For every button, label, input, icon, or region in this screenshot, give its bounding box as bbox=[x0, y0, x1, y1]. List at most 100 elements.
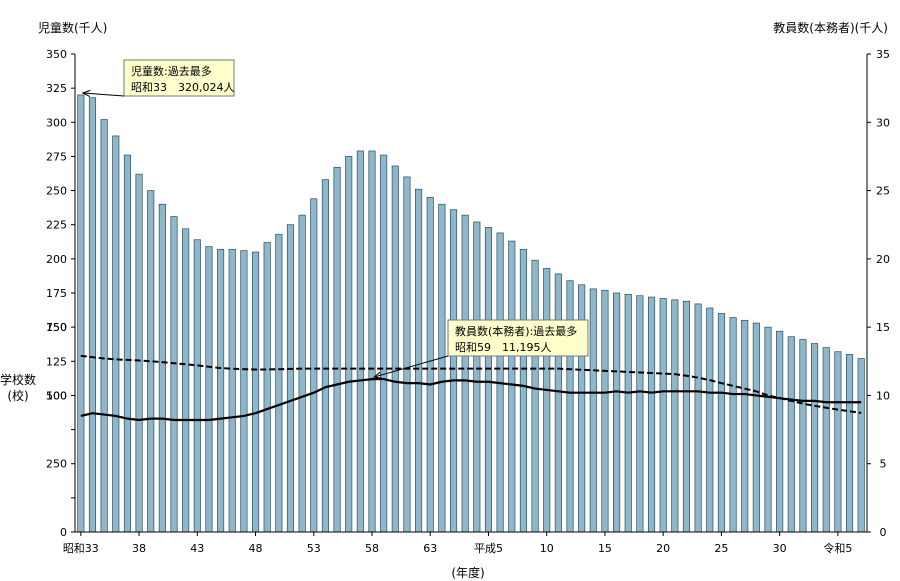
callout-pointer bbox=[373, 355, 449, 378]
bar-children bbox=[77, 94, 85, 533]
bar-children bbox=[706, 307, 714, 533]
bar-children bbox=[182, 228, 190, 533]
bar-children bbox=[857, 358, 865, 533]
bar-children bbox=[776, 330, 784, 533]
right-tick-label: 25 bbox=[876, 185, 890, 198]
bar-children bbox=[764, 326, 772, 533]
x-tick-label: 15 bbox=[598, 542, 612, 555]
bar-children bbox=[286, 224, 295, 533]
bar-children bbox=[694, 303, 702, 533]
left-tick-label: 325 bbox=[46, 82, 67, 95]
callout-line: 昭和59 11,195人 bbox=[455, 341, 552, 354]
bar-children bbox=[356, 150, 364, 533]
bar-children bbox=[752, 322, 760, 533]
bar-children bbox=[333, 167, 341, 533]
x-tick-label: 令和5 bbox=[823, 541, 852, 555]
x-tick-label: 20 bbox=[656, 542, 670, 555]
bar-children bbox=[461, 214, 469, 533]
callout-line: 昭和33 320,024人 bbox=[131, 81, 235, 94]
bar-children bbox=[589, 288, 597, 533]
callout-line: 児童数:過去最多 bbox=[131, 64, 212, 78]
bar-children bbox=[484, 227, 493, 533]
line-teachers bbox=[80, 377, 862, 422]
schools-axis-title: 学校数 bbox=[0, 372, 36, 387]
x-tick-label: 58 bbox=[365, 542, 379, 555]
callout-line: 教員数(本務者):過去最多 bbox=[455, 324, 577, 338]
bar-children bbox=[822, 347, 830, 533]
x-tick-label: 63 bbox=[423, 542, 437, 555]
schools-tick-label: 500 bbox=[46, 389, 67, 402]
right-tick-label: 15 bbox=[876, 321, 890, 334]
bar-children bbox=[601, 289, 609, 533]
bar-children bbox=[415, 188, 423, 533]
bar-children bbox=[566, 280, 574, 533]
left-tick-label: 175 bbox=[46, 287, 67, 300]
bar-children bbox=[205, 246, 213, 533]
bar-children bbox=[636, 295, 644, 533]
callout-arrowhead bbox=[372, 371, 382, 379]
bar-children bbox=[88, 97, 97, 533]
right-tick-label: 30 bbox=[876, 116, 890, 129]
x-tick-label: 53 bbox=[307, 542, 321, 555]
axes-group: 3503253002752502252001751501251007505002… bbox=[0, 20, 890, 580]
bar-children bbox=[717, 313, 725, 533]
bar-children bbox=[275, 233, 283, 533]
bar-children bbox=[531, 259, 539, 533]
right-tick-label: 5 bbox=[880, 458, 887, 471]
left-tick-label: 200 bbox=[46, 253, 67, 266]
bar-children bbox=[217, 248, 225, 533]
bar-children bbox=[682, 300, 691, 533]
bar-children bbox=[659, 298, 667, 533]
bar-children bbox=[543, 268, 551, 533]
bar-children bbox=[811, 343, 819, 533]
bar-children bbox=[647, 296, 656, 533]
right-tick-label: 0 bbox=[880, 526, 887, 539]
bar-children bbox=[193, 239, 201, 533]
bar-children bbox=[170, 216, 178, 533]
schools-tick-label: 250 bbox=[46, 458, 67, 471]
right-tick-label: 10 bbox=[876, 389, 890, 402]
bar-children bbox=[671, 299, 679, 533]
bar-children bbox=[135, 173, 143, 533]
bar-children bbox=[845, 354, 854, 533]
left-axis-title: 児童数(千人) bbox=[38, 20, 107, 35]
x-tick-label: 43 bbox=[190, 542, 204, 555]
bar-children bbox=[310, 198, 318, 533]
callout-pointer bbox=[82, 92, 125, 97]
callout-arrowhead bbox=[81, 89, 91, 98]
bar-children bbox=[741, 319, 749, 533]
bar-children bbox=[426, 197, 434, 533]
bar-children bbox=[799, 339, 807, 533]
bars-group bbox=[77, 94, 865, 533]
left-tick-label: 300 bbox=[46, 116, 67, 129]
left-tick-label: 225 bbox=[46, 219, 67, 232]
x-tick-label: 10 bbox=[540, 542, 554, 555]
bar-children bbox=[624, 294, 632, 533]
bar-children bbox=[263, 242, 271, 533]
bar-children bbox=[554, 273, 562, 533]
bar-children bbox=[321, 179, 329, 533]
x-axis-title: (年度) bbox=[451, 565, 484, 580]
bar-children bbox=[787, 336, 795, 533]
bar-children bbox=[729, 317, 737, 533]
bar-children bbox=[228, 248, 236, 533]
left-tick-label: 350 bbox=[46, 48, 67, 61]
bar-children bbox=[298, 214, 306, 533]
bar-children bbox=[100, 119, 108, 533]
bar-children bbox=[251, 251, 260, 533]
bar-children bbox=[112, 135, 120, 533]
callout-box bbox=[447, 319, 589, 357]
right-axis-title: 教員数(本務者)(千人) bbox=[773, 20, 888, 35]
bar-children bbox=[449, 209, 458, 533]
right-tick-label: 20 bbox=[876, 253, 890, 266]
bar-children bbox=[158, 203, 166, 533]
bar-children bbox=[834, 351, 842, 533]
bar-children bbox=[368, 150, 376, 533]
lines-group bbox=[80, 354, 862, 422]
schools-axis-unit: (校) bbox=[7, 388, 28, 403]
